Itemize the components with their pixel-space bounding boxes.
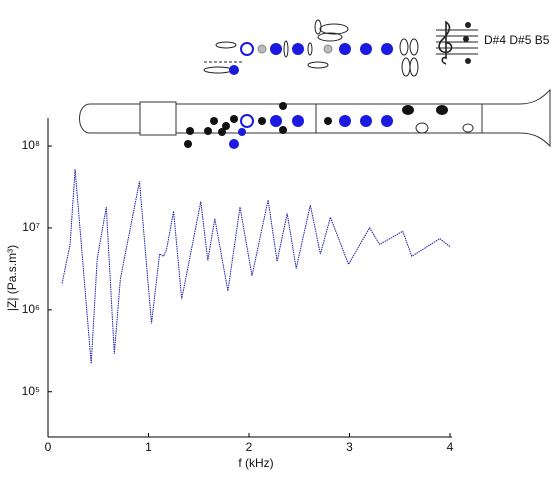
y-tick-label: 10⁵ [22, 384, 40, 398]
key [307, 61, 329, 69]
key [215, 41, 237, 49]
key [401, 57, 411, 77]
key [399, 38, 409, 56]
x-tick-label: 3 [346, 440, 353, 454]
x-tick-label: 0 [45, 440, 52, 454]
hole [229, 139, 239, 149]
key [319, 23, 349, 35]
hole [238, 128, 246, 136]
key [203, 66, 233, 74]
hole-open [240, 114, 254, 128]
notes-annotation: D#4 D#5 B5 [484, 33, 550, 47]
hole-closed [229, 65, 239, 75]
hole [339, 115, 351, 127]
hole-closed [270, 43, 282, 55]
hole-half [323, 44, 333, 54]
key [317, 32, 343, 42]
y-tick-label: 10⁸ [22, 138, 40, 152]
x-tick-label: 2 [246, 440, 253, 454]
hole-closed [292, 43, 304, 55]
key [314, 19, 322, 35]
staff [436, 20, 478, 65]
key [283, 40, 289, 58]
x-tick-label: 1 [145, 440, 152, 454]
hole-open [240, 42, 254, 56]
key [462, 123, 474, 133]
barrel [139, 101, 177, 136]
hole [360, 115, 372, 127]
hole-closed [381, 43, 393, 55]
fingering-diagram [203, 19, 478, 77]
x-axis-label: f (kHz) [238, 456, 273, 470]
key [409, 38, 419, 56]
y-tick-label: 10⁶ [22, 302, 40, 316]
key [307, 42, 313, 56]
hole [292, 115, 304, 127]
hole-closed [339, 43, 351, 55]
keys [184, 102, 448, 148]
hole [381, 115, 393, 127]
y-tick-label: 10⁷ [22, 220, 40, 234]
hole-closed [360, 43, 372, 55]
hole-half [257, 44, 267, 54]
clarinet [79, 88, 551, 149]
y-axis-label: |Z| (Pa.s.m³) [5, 245, 19, 311]
hole [270, 115, 282, 127]
impedance-curve [61, 169, 451, 364]
key [415, 122, 429, 134]
key [409, 57, 419, 77]
mouthpiece [79, 103, 141, 134]
x-tick-label: 4 [447, 440, 454, 454]
